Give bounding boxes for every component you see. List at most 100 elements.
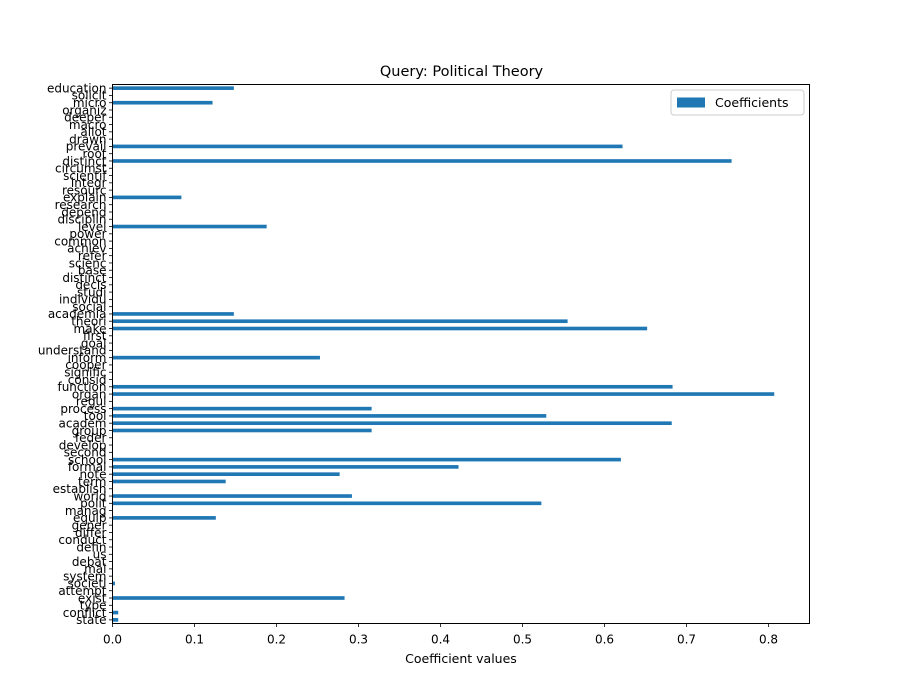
y-tick-label: solicit xyxy=(72,89,107,103)
y-tick-label: prevail xyxy=(66,140,107,154)
y-tick-label: world xyxy=(73,489,106,503)
y-tick-label: inform xyxy=(68,351,107,365)
y-tick-label: root xyxy=(82,147,106,161)
legend: Coefficients xyxy=(670,89,805,116)
y-tick-label: studi xyxy=(77,285,107,299)
y-tick-label: state xyxy=(76,613,106,627)
y-tick-label: distinct xyxy=(62,154,106,168)
x-tick-label: 0.8 xyxy=(759,633,778,647)
y-tick-label: system xyxy=(63,569,106,583)
bar-51 xyxy=(112,457,621,462)
y-tick-label: circumst xyxy=(55,162,107,176)
y-tick-label: level xyxy=(78,220,107,234)
bar-37 xyxy=(112,355,320,360)
y-tick-label: consid xyxy=(68,373,107,387)
bar-33 xyxy=(112,326,648,331)
y-tick-label: theori xyxy=(71,315,106,329)
bar-42 xyxy=(112,392,775,396)
y-tick-label: education xyxy=(47,81,107,95)
y-tick-label: academ xyxy=(59,416,107,430)
x-tick-label: 0.2 xyxy=(267,633,286,647)
y-tick-label: formal xyxy=(68,460,107,474)
y-tick-label: conflict xyxy=(63,606,107,620)
y-tick-label: base xyxy=(78,264,107,278)
bar-45 xyxy=(112,414,547,418)
y-tick-label: us xyxy=(93,548,107,562)
legend-label: Coefficients xyxy=(715,95,789,110)
bar-72 xyxy=(112,610,119,615)
y-tick-label: term xyxy=(78,475,107,489)
bar-44 xyxy=(112,406,372,411)
y-tick-label: macro xyxy=(69,118,107,132)
y-tick-label: organ xyxy=(72,387,107,401)
y-tick-label: note xyxy=(79,467,106,481)
bar-73 xyxy=(112,618,119,622)
bar-8 xyxy=(112,144,623,149)
x-tick-labels: 0.0 0.1 0.2 0.3 0.4 0.5 0.6 0.7 0.8 xyxy=(103,623,778,647)
x-tick-label: 0.1 xyxy=(185,633,204,647)
legend-swatch xyxy=(677,97,705,108)
y-tick-label: manag xyxy=(65,504,107,518)
y-tick-label: defin xyxy=(76,540,106,554)
bar-54 xyxy=(112,479,226,484)
y-tick-label: establish xyxy=(53,482,107,496)
y-tick-label: integr xyxy=(71,176,107,190)
y-tick-label: goal xyxy=(81,336,107,350)
y-tick-label: debat xyxy=(72,555,107,569)
y-tick-label: common xyxy=(54,234,106,248)
y-tick-label: develop xyxy=(59,438,107,452)
y-tick-label: cooper xyxy=(65,358,106,372)
bar-53 xyxy=(112,472,340,477)
y-tick-label: depend xyxy=(61,205,106,219)
y-tick-label: signific xyxy=(64,366,106,380)
y-tick-label: make xyxy=(74,322,107,336)
chart-title: Query: Political Theory xyxy=(380,64,544,80)
y-tick-labels: educationsolicitmicroorganizdeepermacroa… xyxy=(38,81,113,627)
x-axis-label: Coefficient values xyxy=(405,651,517,666)
y-tick-label: tool xyxy=(84,409,107,423)
y-tick-label: conduct xyxy=(58,533,106,547)
y-tick-label: equip xyxy=(73,511,107,525)
y-tick-label: understand xyxy=(38,344,107,358)
y-tick-label: social xyxy=(72,300,106,314)
y-tick-label: decis xyxy=(75,278,106,292)
plot-area-frame xyxy=(112,84,810,624)
y-tick-label: group xyxy=(72,424,107,438)
y-tick-label: function xyxy=(57,380,106,394)
bar-31 xyxy=(112,312,234,316)
bar-70 xyxy=(112,596,345,600)
y-tick-label: regul xyxy=(76,395,107,409)
y-tick-label: differ xyxy=(75,526,107,540)
y-tick-label: micro xyxy=(73,96,107,110)
y-tick-label: drawn xyxy=(69,132,106,146)
legend-frame xyxy=(670,89,805,116)
x-tick-label: 0.3 xyxy=(349,633,368,647)
y-tick-label: explain xyxy=(63,191,107,205)
bar-59 xyxy=(112,516,216,520)
x-tick-label: 0.7 xyxy=(677,633,696,647)
bar-2 xyxy=(112,100,213,105)
bar-46 xyxy=(112,421,672,426)
bar-0 xyxy=(112,86,234,90)
bars-group xyxy=(112,86,775,622)
y-tick-label: feder xyxy=(75,431,107,445)
y-tick-label: gener xyxy=(72,518,107,532)
x-tick-label: 0.5 xyxy=(513,633,532,647)
bar-32 xyxy=(112,319,568,324)
y-tick-label: process xyxy=(60,402,106,416)
y-tick-label: individu xyxy=(59,293,107,307)
y-tick-label: polit xyxy=(80,497,107,511)
x-tick-label: 0.4 xyxy=(431,633,450,647)
x-tick-label: 0.6 xyxy=(595,633,614,647)
y-tick-label: scientif xyxy=(63,169,107,183)
y-tick-label: achiev xyxy=(67,242,106,256)
bar-47 xyxy=(112,428,372,433)
y-tick-label: power xyxy=(69,227,106,241)
y-tick-label: disciplin xyxy=(57,213,106,227)
bar-52 xyxy=(112,465,459,469)
y-tick-label: allot xyxy=(80,125,106,139)
y-tick-label: school xyxy=(68,453,106,467)
y-tick-label: distinct xyxy=(62,271,106,285)
y-tick-label: deeper xyxy=(64,111,106,125)
